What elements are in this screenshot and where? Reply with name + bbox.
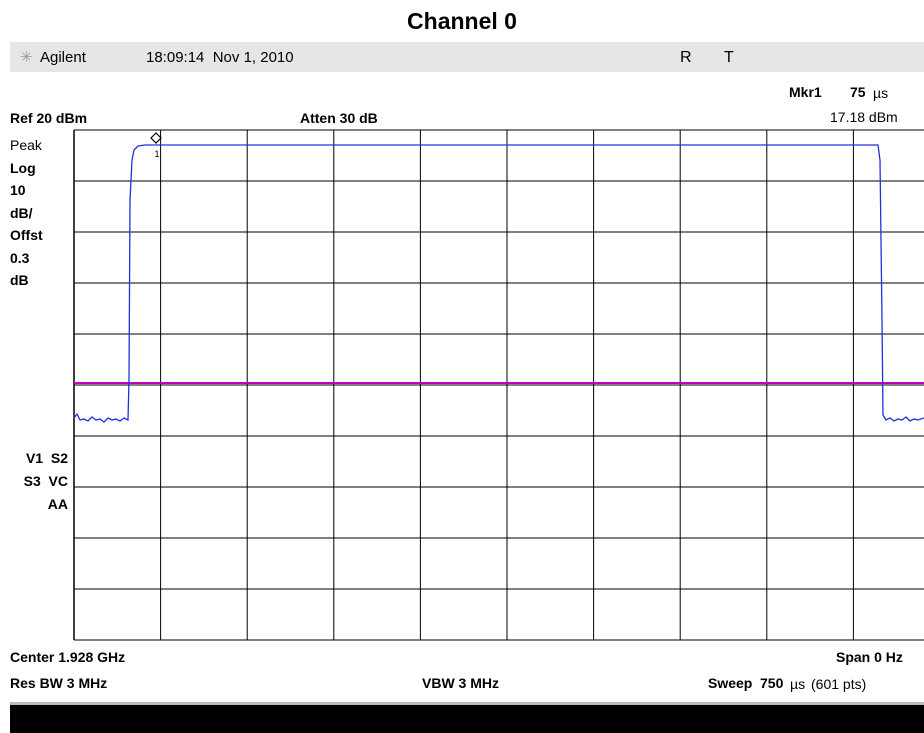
scale-label: dB [10,272,29,288]
sweep-unit: µs [790,676,806,692]
scale-label: Peak [10,137,42,153]
scale-label: 0.3 [10,249,30,266]
header-bar [10,42,924,72]
sweep-points: (601 pts) [811,676,867,692]
reference: Ref 20 dBm [10,110,88,126]
vbw: VBW 3 MHz [422,675,499,691]
span: Span 0 Hz [836,649,903,665]
brand: Agilent [40,49,86,66]
status-label: S3 VC [23,473,68,489]
black-bar [10,702,924,733]
status-label: AA [47,496,68,512]
marker-level: 17.18 dBm [830,109,898,125]
marker-unit: µs [873,85,889,101]
sweep-value: 750 [760,675,784,691]
marker-number: 1 [154,149,159,159]
status-label: V1 S2 [25,450,68,466]
attenuation: Atten 30 dB [300,110,378,126]
logo: ✳ [20,49,33,66]
scale-label: 10 [10,182,26,198]
datetime: 18:09:14 Nov 1, 2010 [146,49,294,66]
center: Center 1.928 GHz [10,649,126,665]
scale-label: Offst [10,227,43,243]
sweep-label: Sweep [708,675,753,691]
marker-label: Mkr1 [789,84,822,100]
indicator: R [680,49,692,66]
scale-label: dB/ [10,204,33,221]
indicator: T [724,49,734,66]
marker-diamond [150,132,162,144]
grid [73,129,924,641]
rbw: Res BW 3 MHz [10,675,108,691]
marker-value: 75 [850,84,866,100]
scale-label: Log [10,159,36,176]
title: Channel 0 [407,8,517,34]
trace [73,144,924,423]
